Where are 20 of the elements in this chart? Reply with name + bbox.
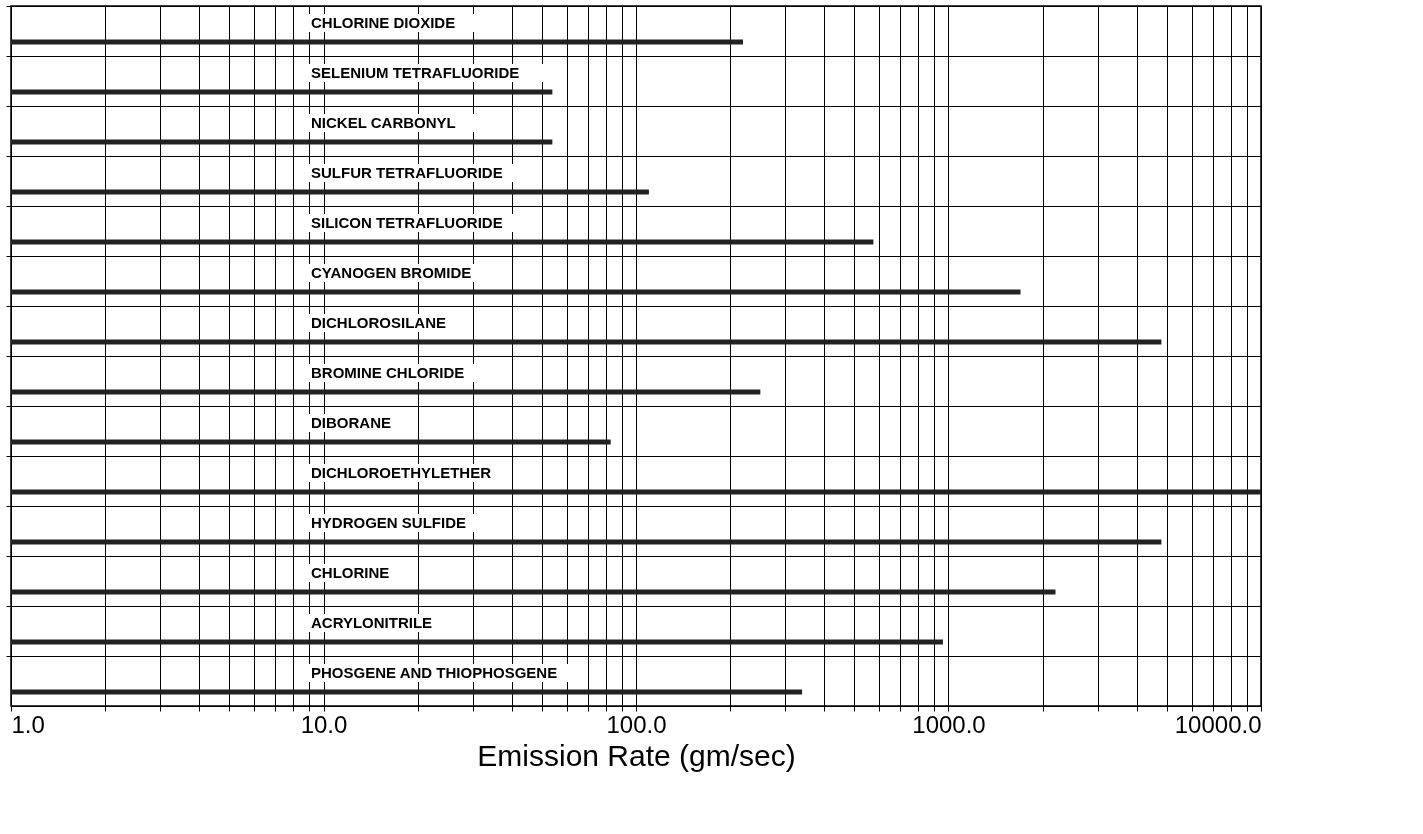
y-tick-label: CHLORINE DIOXIDE [311,14,456,31]
x-tick-label: 1000.0 [912,710,986,738]
y-tick-label: CHLORINE [311,564,390,581]
y-tick-label: PHOSGENE AND THIOPHOSGENE [311,664,558,681]
y-tick-label: SILICON TETRAFLUORIDE [311,214,503,231]
x-tick-label: 10000.0 [1174,710,1262,738]
x-tick-label: 10.0 [300,710,348,738]
y-tick-label: DIBORANE [311,414,392,431]
x-tick-label: 100.0 [606,710,667,738]
x-tick-label: 1.0 [11,710,45,738]
y-tick-label: DICHLOROSILANE [311,314,446,331]
x-axis-title: Emission Rate (gm/sec) [477,738,796,772]
y-tick-label: SELENIUM TETRAFLUORIDE [311,64,520,81]
y-tick-label: DICHLOROETHYLETHER [311,464,492,481]
y-tick-label: CYANOGEN BROMIDE [311,264,472,281]
y-tick-label: NICKEL CARBONYL [311,114,456,131]
y-tick-label: ACRYLONITRILE [311,614,433,631]
y-tick-label: SULFUR TETRAFLUORIDE [311,164,503,181]
y-tick-label: BROMINE CHLORIDE [311,364,465,381]
y-tick-label: HYDROGEN SULFIDE [311,514,467,531]
